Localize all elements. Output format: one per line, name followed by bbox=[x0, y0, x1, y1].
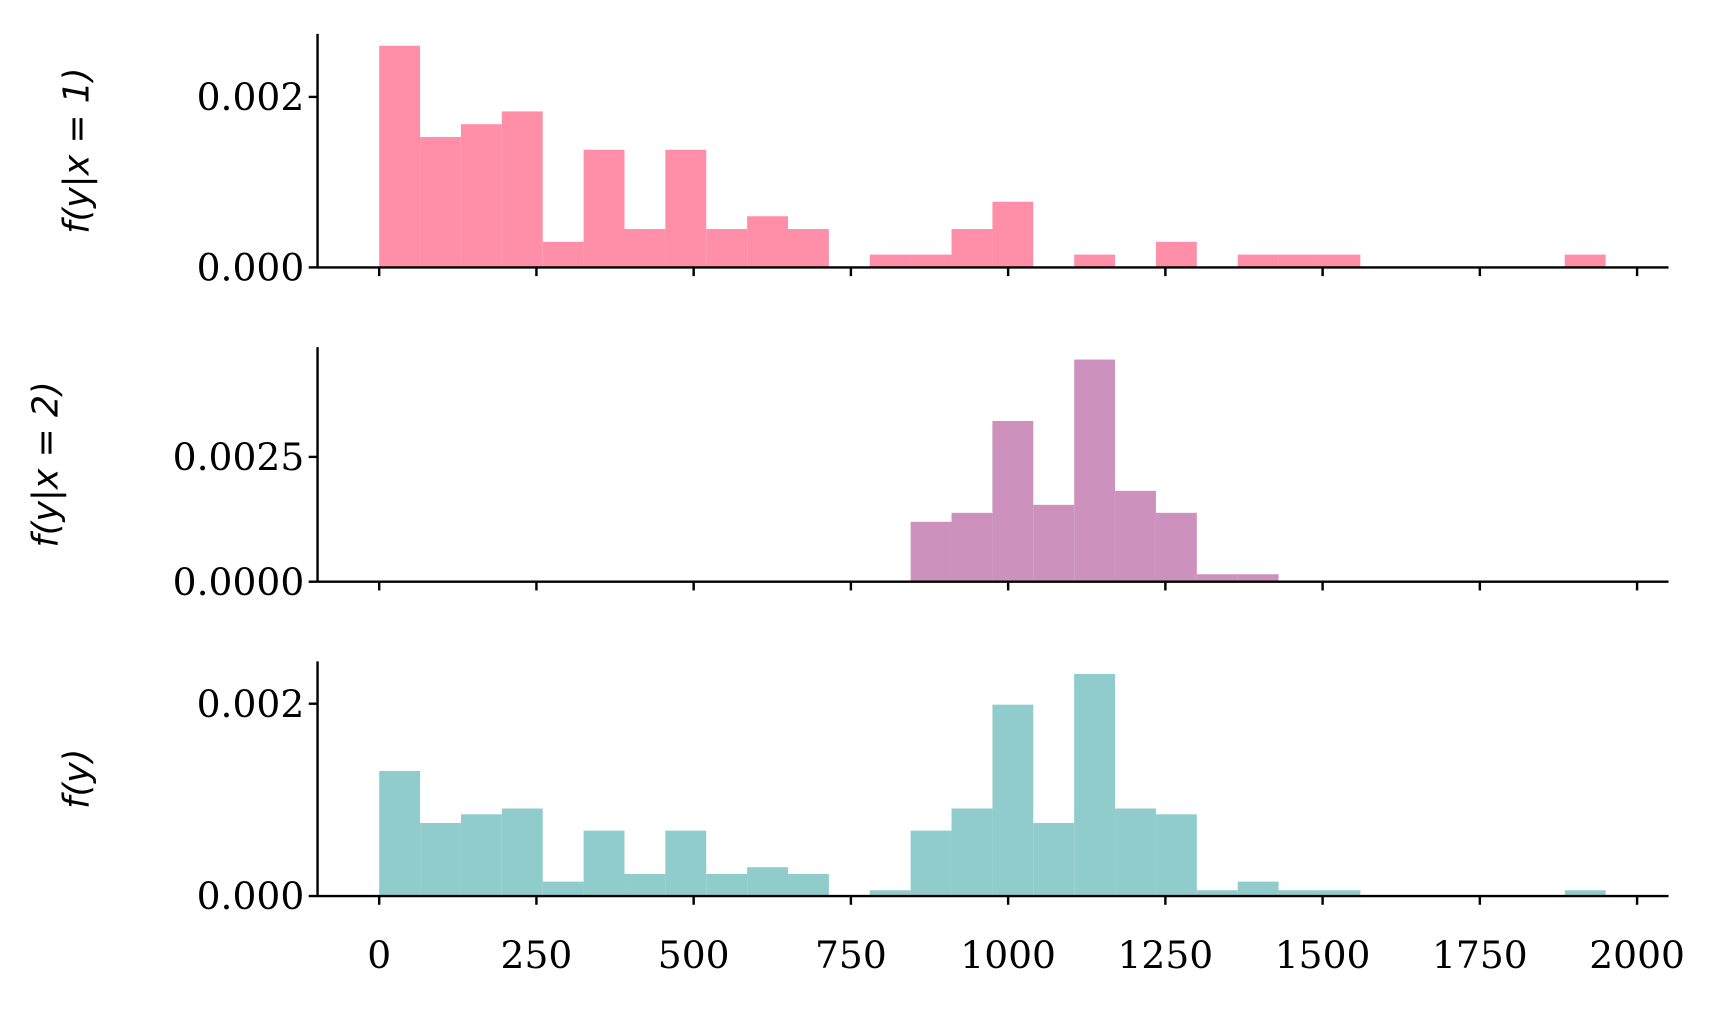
bar bbox=[1033, 504, 1075, 582]
bar bbox=[1196, 890, 1238, 897]
bar bbox=[1155, 512, 1197, 582]
bar bbox=[910, 254, 952, 268]
bar bbox=[951, 512, 993, 582]
y-axis-label: f(y|x = 1) bbox=[56, 67, 97, 233]
bar bbox=[1237, 881, 1279, 897]
bar bbox=[583, 830, 625, 897]
bar bbox=[1074, 673, 1116, 897]
bar bbox=[1033, 822, 1075, 897]
bar bbox=[624, 873, 666, 897]
bar bbox=[992, 201, 1034, 268]
y-tick-label: 0.000 bbox=[197, 874, 305, 918]
bar bbox=[747, 867, 789, 897]
bar bbox=[1196, 574, 1238, 582]
bar bbox=[501, 111, 543, 268]
bar bbox=[706, 873, 748, 897]
y-tick-label: 0.0025 bbox=[173, 435, 305, 479]
bar bbox=[460, 814, 502, 897]
bar bbox=[420, 822, 461, 897]
bar bbox=[951, 229, 993, 268]
x-tick-label: 250 bbox=[501, 933, 573, 977]
bar bbox=[1564, 254, 1606, 268]
bar bbox=[542, 881, 584, 897]
bar bbox=[1155, 814, 1197, 897]
bar bbox=[869, 890, 911, 897]
y-tick-label: 0.000 bbox=[197, 246, 305, 290]
x-tick-label: 1500 bbox=[1275, 933, 1371, 977]
bar bbox=[1237, 254, 1279, 268]
bar bbox=[1155, 241, 1197, 268]
bar bbox=[869, 254, 911, 268]
x-tick-label: 1000 bbox=[960, 933, 1056, 977]
bar bbox=[420, 136, 461, 268]
bar bbox=[1319, 890, 1361, 897]
bar bbox=[379, 771, 421, 897]
y-tick-label: 0.002 bbox=[197, 75, 305, 119]
bar bbox=[1319, 254, 1361, 268]
bar bbox=[992, 420, 1034, 582]
bar bbox=[788, 873, 829, 897]
bar bbox=[1237, 574, 1279, 582]
bar bbox=[460, 124, 502, 268]
bar bbox=[542, 241, 584, 268]
x-tick-label: 1750 bbox=[1432, 933, 1528, 977]
bar bbox=[624, 229, 666, 268]
bar bbox=[1115, 808, 1156, 897]
bar bbox=[706, 229, 748, 268]
bar bbox=[665, 149, 707, 268]
x-tick-label: 2000 bbox=[1589, 933, 1685, 977]
bar bbox=[379, 45, 421, 268]
bar bbox=[992, 704, 1034, 897]
y-axis-label: f(y) bbox=[56, 749, 97, 809]
x-tick-label: 0 bbox=[367, 933, 391, 977]
bar bbox=[788, 229, 829, 268]
bar bbox=[501, 808, 543, 897]
bar bbox=[1074, 359, 1116, 582]
y-tick-label: 0.0000 bbox=[173, 560, 305, 604]
x-tick-label: 1250 bbox=[1118, 933, 1214, 977]
y-tick-label: 0.002 bbox=[197, 682, 305, 726]
bar bbox=[910, 521, 952, 582]
y-axis-label: f(y|x = 2) bbox=[25, 381, 66, 547]
x-tick-label: 750 bbox=[815, 933, 887, 977]
bar bbox=[1564, 890, 1606, 897]
bar bbox=[1278, 890, 1320, 897]
bar bbox=[1278, 254, 1320, 268]
bar bbox=[1074, 254, 1116, 268]
bar bbox=[747, 216, 789, 268]
bar bbox=[1115, 490, 1156, 582]
bar bbox=[951, 808, 993, 897]
bar bbox=[665, 830, 707, 897]
bar bbox=[583, 149, 625, 268]
bar bbox=[910, 830, 952, 897]
x-tick-label: 500 bbox=[658, 933, 730, 977]
